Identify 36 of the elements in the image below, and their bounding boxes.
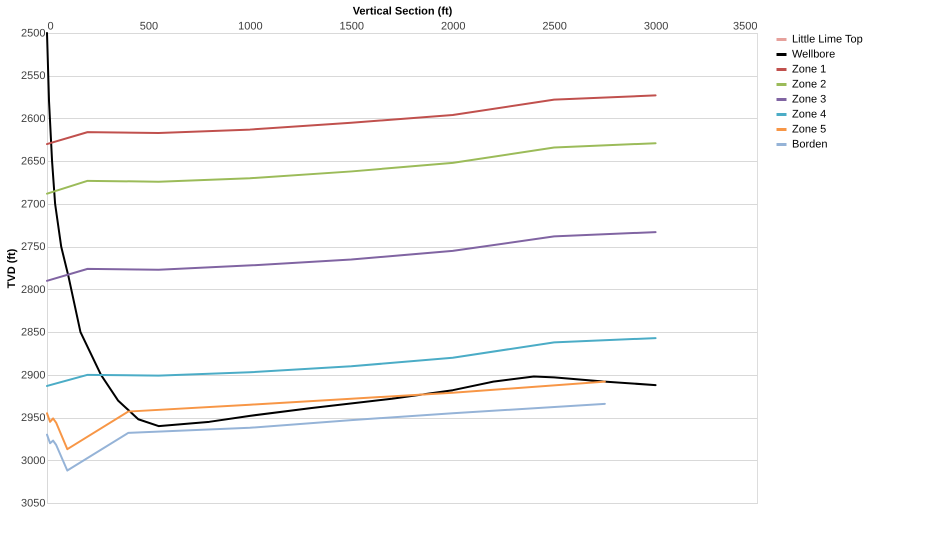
x-tick-label: 1000 <box>238 20 263 32</box>
y-tick-label: 2600 <box>21 112 46 125</box>
line-series <box>46 32 657 428</box>
legend-label: Zone 5 <box>792 124 826 136</box>
legend-label: Zone 2 <box>792 78 826 90</box>
x-tick-label: 3000 <box>644 20 668 32</box>
line-series <box>46 380 606 450</box>
y-tick-label: 3050 <box>21 498 46 510</box>
line-series <box>46 94 657 146</box>
line-series <box>46 337 657 387</box>
line-series <box>46 142 657 195</box>
line-series <box>46 402 606 472</box>
x-tick-label: 1500 <box>340 20 364 32</box>
y-axis-title: TVD (ft) <box>6 248 18 288</box>
x-tick-label: 2000 <box>440 20 466 32</box>
y-tick-label: 2900 <box>21 369 46 382</box>
x-tick-label: 2500 <box>542 20 567 32</box>
legend-label: Zone 3 <box>792 94 826 106</box>
legend-label: Little Lime Top <box>792 34 863 46</box>
y-tick-label: 2950 <box>21 412 46 424</box>
x-tick-label: 500 <box>140 20 158 32</box>
legend-label: Wellbore <box>792 48 836 60</box>
x-tick-label: 0 <box>48 20 54 32</box>
y-tick-label: 2700 <box>21 198 46 210</box>
y-tick-label: 2550 <box>21 70 46 82</box>
legend-label: Zone 1 <box>792 64 826 76</box>
y-tick-label: 2750 <box>21 241 46 254</box>
y-tick-label: 3000 <box>21 454 46 467</box>
y-tick-label: 2800 <box>21 284 46 296</box>
y-tick-label: 2850 <box>21 326 46 339</box>
y-tick-label: 2650 <box>21 156 46 168</box>
legend-label: Zone 4 <box>792 108 826 120</box>
line-series <box>46 231 657 282</box>
x-tick-label: 3500 <box>733 20 758 32</box>
x-axis-title: Vertical Section (ft) <box>352 6 453 18</box>
legend-label: Borden <box>792 138 828 150</box>
